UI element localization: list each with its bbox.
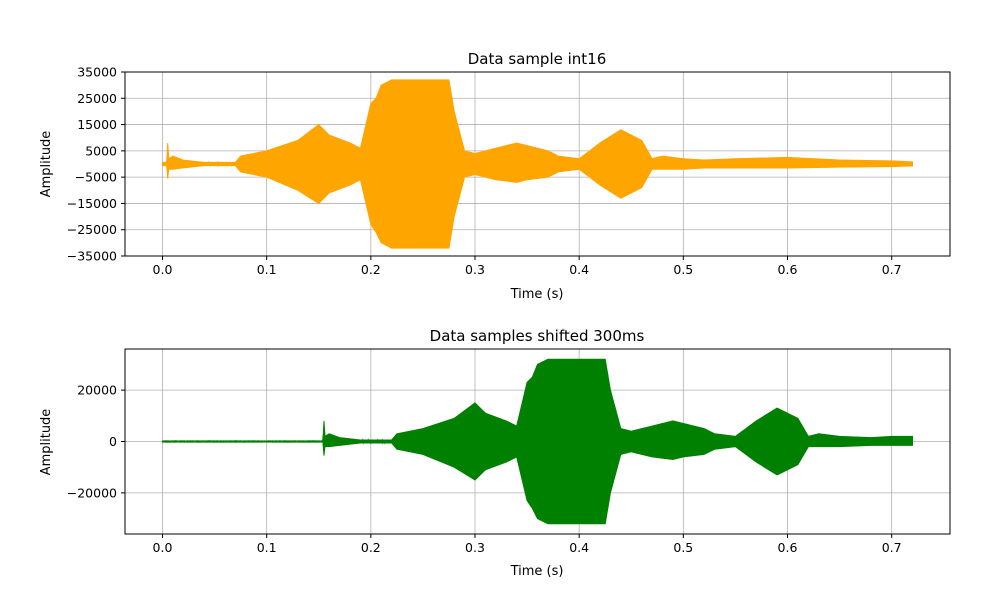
chart-2-x-axis: 0.0 0.1 0.2 0.3 0.4 0.5 0.6 0.7 <box>153 534 902 555</box>
x-tick-label: 0.6 <box>778 540 798 555</box>
waveform-line <box>161 80 914 247</box>
chart-1-y-axis: 35000 25000 15000 5000 −5000 −15000 −25000 −350… <box>67 65 125 264</box>
chart-1-plot-area <box>161 79 914 249</box>
chart-2-title: Data samples shifted 300ms <box>430 327 645 345</box>
x-tick-label: 0.0 <box>153 262 173 277</box>
y-tick-label: −25000 <box>67 222 117 237</box>
x-tick-label: 0.3 <box>465 262 485 277</box>
y-tick-label: 15000 <box>77 117 117 132</box>
y-tick-label: −15000 <box>67 196 117 211</box>
x-tick-label: 0.6 <box>778 262 798 277</box>
x-tick-label: 0.7 <box>882 262 902 277</box>
chart-1-frame <box>124 71 951 257</box>
chart-2-y-label: Amplitude <box>39 409 54 476</box>
y-tick-label: 5000 <box>85 143 117 158</box>
chart-2: Data samples shifted 300ms 0.0 0.1 0.2 0.3 0… <box>39 327 951 579</box>
y-tick-label: −35000 <box>67 249 117 264</box>
chart-1-title: Data sample int16 <box>468 50 607 68</box>
waveform-line <box>162 359 914 524</box>
chart-1-y-label: Amplitude <box>39 131 54 198</box>
chart-1-x-label: Time (s) <box>510 287 564 302</box>
x-tick-label: 0.4 <box>569 540 589 555</box>
y-tick-label: 25000 <box>77 91 117 106</box>
x-tick-label: 0.7 <box>882 540 902 555</box>
y-tick-label: 0 <box>109 434 117 449</box>
y-tick-label: 20000 <box>77 383 117 398</box>
x-tick-label: 0.1 <box>257 540 277 555</box>
chart-2-y-axis: 20000 0 −20000 <box>67 383 125 500</box>
x-tick-label: 0.2 <box>361 540 381 555</box>
y-tick-label: −20000 <box>67 485 117 500</box>
x-tick-label: 0.5 <box>673 262 693 277</box>
chart-2-x-label: Time (s) <box>510 564 564 579</box>
y-tick-label: 35000 <box>77 65 117 80</box>
chart-1: Data sample int16 0.0 0.1 0.2 0.3 0.4 0.5 0.6 0… <box>39 50 951 302</box>
x-tick-label: 0.0 <box>153 540 173 555</box>
x-tick-label: 0.3 <box>465 540 485 555</box>
y-tick-label: −5000 <box>75 170 117 185</box>
x-tick-label: 0.2 <box>361 262 381 277</box>
x-tick-label: 0.1 <box>257 262 277 277</box>
x-tick-label: 0.5 <box>673 540 693 555</box>
chart-2-plot-area <box>162 358 914 525</box>
x-tick-label: 0.4 <box>569 262 589 277</box>
chart-1-x-axis: 0.0 0.1 0.2 0.3 0.4 0.5 0.6 0.7 <box>153 256 902 277</box>
